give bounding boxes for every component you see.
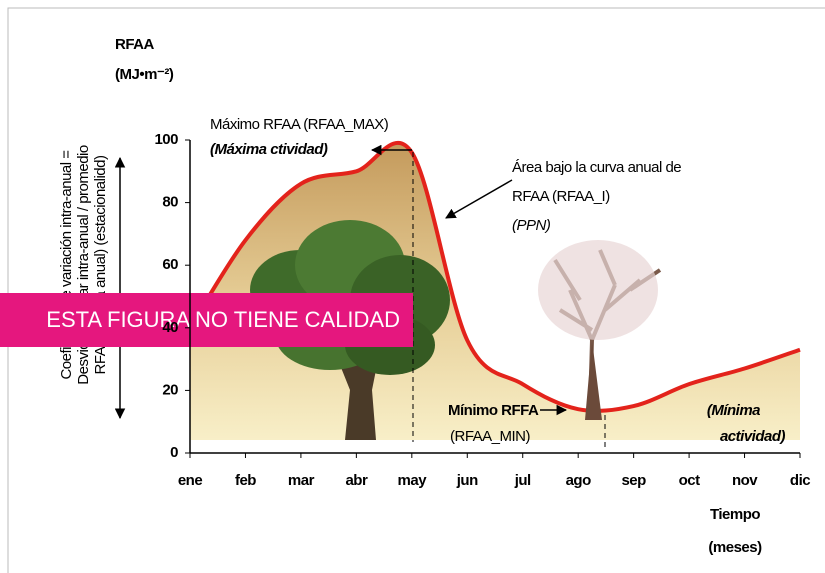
chart: Coeficiente de variación intra-anual = D…: [0, 0, 825, 573]
annotation: actividad): [720, 428, 786, 445]
x-tick-label: dic: [790, 472, 810, 489]
y-tick-label: 60: [162, 256, 178, 273]
y-tick-label: 40: [162, 319, 178, 336]
x-tick-label: jun: [456, 472, 478, 489]
y-tick-label: 100: [154, 131, 178, 148]
side-label-line: Desvio estándar intra-anual / promedio: [75, 145, 92, 385]
x-tick-label: sep: [621, 472, 646, 489]
x-tick-label: may: [398, 472, 428, 489]
y-tick-label: 0: [170, 444, 178, 461]
x-tick-label: ago: [566, 472, 592, 489]
y-tick-label: 20: [162, 381, 178, 398]
y-title: RFAA: [115, 36, 155, 53]
x-tick-label: jul: [514, 472, 531, 489]
annotation: Área bajo la curva anual de: [512, 159, 681, 176]
annotation: Máximo RFAA (RFAA_MAX): [210, 116, 389, 133]
annotation: (PPN): [512, 217, 551, 234]
bare-tree: [538, 240, 660, 420]
x-title: Tiempo: [710, 506, 760, 523]
arrow: [446, 180, 512, 218]
annotation: (Máxima ctividad): [210, 141, 328, 158]
x-tick-label: oct: [679, 472, 701, 489]
x-tick-label: feb: [235, 472, 256, 489]
y-unit: (MJ•m⁻²): [115, 66, 174, 83]
annotation: (RFAA_MIN): [450, 428, 531, 445]
x-tick-label: mar: [288, 472, 315, 489]
y-tick-label: 80: [162, 194, 178, 211]
x-unit: (meses): [708, 539, 762, 556]
annotation: RFAA (RFAA_I): [512, 188, 610, 205]
annotation: Mínimo RFFA: [448, 402, 539, 419]
annotation: (Mínima: [707, 402, 760, 419]
x-tick-label: ene: [178, 472, 203, 489]
x-tick-label: nov: [732, 472, 758, 489]
x-tick-label: abr: [345, 472, 368, 489]
side-label: Coeficiente de variación intra-anual = D…: [58, 145, 109, 385]
banner-text: ESTA FIGURA NO TIENE CALIDAD: [46, 307, 400, 332]
